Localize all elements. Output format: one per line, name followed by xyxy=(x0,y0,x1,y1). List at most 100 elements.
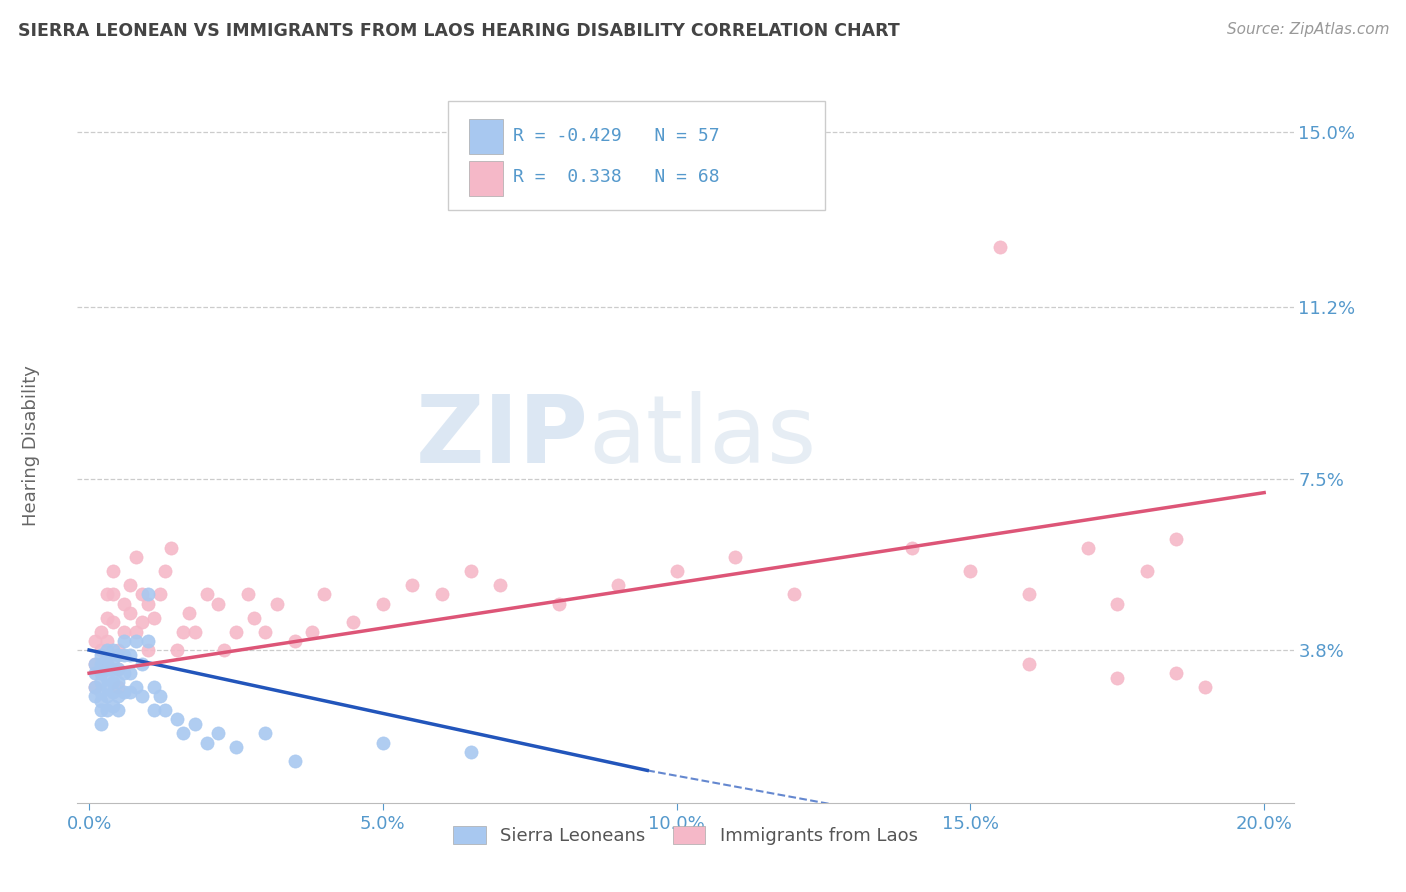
Point xyxy=(131,587,153,601)
Point xyxy=(783,587,806,601)
Point xyxy=(1018,657,1040,671)
Point xyxy=(101,675,124,690)
Point xyxy=(236,587,259,601)
Point xyxy=(101,698,124,713)
Point xyxy=(142,703,165,717)
Point xyxy=(460,565,482,579)
Point xyxy=(665,565,688,579)
Point xyxy=(136,643,159,657)
Point xyxy=(136,597,159,611)
Point xyxy=(172,624,194,639)
Point xyxy=(125,633,148,648)
Point xyxy=(155,565,177,579)
Point xyxy=(96,661,118,675)
Point xyxy=(1107,671,1129,685)
Point xyxy=(84,633,107,648)
Point xyxy=(101,684,124,698)
Point xyxy=(112,666,135,681)
Bar xyxy=(470,161,503,195)
Point xyxy=(120,684,142,698)
Point xyxy=(606,578,628,592)
Point xyxy=(342,615,364,630)
Point xyxy=(120,666,142,681)
Point xyxy=(184,717,207,731)
Point xyxy=(1136,565,1159,579)
Point xyxy=(225,624,247,639)
Point xyxy=(131,657,153,671)
Point xyxy=(142,610,165,624)
Point xyxy=(120,648,142,662)
Point xyxy=(131,615,153,630)
Point xyxy=(314,587,336,601)
Point xyxy=(131,690,153,704)
Point xyxy=(96,657,118,671)
Point xyxy=(90,717,112,731)
Point xyxy=(724,550,747,565)
Point xyxy=(84,666,107,681)
Point xyxy=(284,754,307,768)
Point xyxy=(96,703,118,717)
Point xyxy=(1164,666,1187,681)
Point xyxy=(101,652,124,666)
Point xyxy=(166,643,188,657)
Point xyxy=(96,671,118,685)
Point xyxy=(90,643,112,657)
Point xyxy=(90,657,112,671)
Point xyxy=(266,597,288,611)
Point xyxy=(107,703,129,717)
Point xyxy=(177,606,200,620)
Point xyxy=(184,624,207,639)
Point xyxy=(166,713,188,727)
Point xyxy=(212,643,235,657)
FancyBboxPatch shape xyxy=(449,101,825,211)
Point xyxy=(1194,680,1216,694)
Point xyxy=(107,643,129,657)
Point xyxy=(371,736,394,750)
Point xyxy=(120,578,142,592)
Point xyxy=(430,587,453,601)
Point xyxy=(149,690,172,704)
Point xyxy=(90,703,112,717)
Text: SIERRA LEONEAN VS IMMIGRANTS FROM LAOS HEARING DISABILITY CORRELATION CHART: SIERRA LEONEAN VS IMMIGRANTS FROM LAOS H… xyxy=(18,22,900,40)
Text: R = -0.429   N = 57: R = -0.429 N = 57 xyxy=(513,128,720,145)
Point xyxy=(112,633,135,648)
Point xyxy=(90,666,112,681)
Text: ZIP: ZIP xyxy=(415,391,588,483)
Point xyxy=(195,736,218,750)
Point xyxy=(112,648,135,662)
Point xyxy=(112,597,135,611)
Point xyxy=(84,657,107,671)
Text: Source: ZipAtlas.com: Source: ZipAtlas.com xyxy=(1226,22,1389,37)
Point xyxy=(160,541,183,556)
Point xyxy=(84,657,107,671)
Point xyxy=(96,690,118,704)
Point xyxy=(142,680,165,694)
Point xyxy=(112,684,135,698)
Point xyxy=(107,690,129,704)
Point xyxy=(489,578,512,592)
Point xyxy=(900,541,922,556)
Point xyxy=(90,675,112,690)
Point xyxy=(207,597,229,611)
Point xyxy=(107,680,129,694)
Point xyxy=(225,740,247,755)
Point xyxy=(96,610,118,624)
Point xyxy=(172,726,194,740)
Point xyxy=(371,597,394,611)
Point xyxy=(155,703,177,717)
Point xyxy=(1077,541,1099,556)
Point xyxy=(90,624,112,639)
Point xyxy=(90,648,112,662)
Point xyxy=(125,624,148,639)
Point xyxy=(101,615,124,630)
Point xyxy=(84,690,107,704)
Point xyxy=(84,680,107,694)
Point xyxy=(149,587,172,601)
Point xyxy=(107,661,129,675)
Point xyxy=(96,643,118,657)
Point xyxy=(988,240,1011,254)
Point xyxy=(101,565,124,579)
Point xyxy=(101,643,124,657)
Point xyxy=(96,633,118,648)
Text: R =  0.338   N = 68: R = 0.338 N = 68 xyxy=(513,169,720,186)
